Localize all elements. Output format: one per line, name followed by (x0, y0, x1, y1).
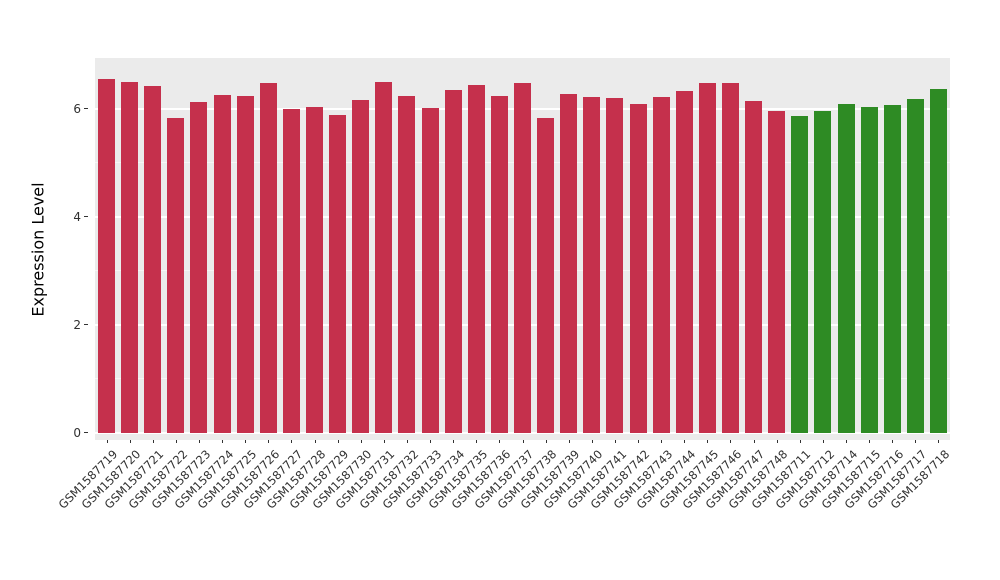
x-tick-mark (453, 440, 455, 443)
x-axis: GSM1587719 GSM1587720 GSM1587721 GSM1587722… (56, 440, 952, 580)
x-tick-mark (684, 440, 686, 443)
x-tick-mark (106, 440, 108, 443)
y-tick-label: 0 (73, 426, 81, 440)
bar (259, 82, 277, 433)
y-tick-label: 2 (73, 317, 81, 332)
bar (144, 86, 162, 433)
x-tick-mark (291, 440, 293, 443)
bar (791, 115, 809, 433)
x-tick-mark (383, 440, 385, 443)
y-tick-mark (84, 107, 88, 109)
x-tick-mark (799, 440, 801, 443)
bar (652, 96, 670, 433)
x-tick-mark (245, 440, 247, 443)
x-tick-mark (661, 440, 663, 443)
bar (745, 100, 763, 433)
x-tick-mark (430, 440, 432, 443)
bar (537, 117, 555, 433)
x-tick-mark (152, 440, 154, 443)
x-tick-mark (175, 440, 177, 443)
bar (421, 107, 439, 433)
bar (352, 99, 370, 433)
bar (860, 107, 878, 433)
bar (837, 104, 855, 433)
x-tick-mark (915, 440, 917, 443)
x-tick-mark (476, 440, 478, 443)
x-tick-mark (822, 440, 824, 443)
bar (906, 99, 924, 433)
bar (606, 97, 624, 433)
bar (398, 96, 416, 433)
x-tick-mark (776, 440, 778, 443)
y-tick-label: 4 (73, 209, 81, 224)
x-tick-mark (406, 440, 408, 443)
x-tick-mark (707, 440, 709, 443)
bar (213, 95, 231, 433)
x-tick-mark (568, 440, 570, 443)
x-tick-mark (846, 440, 847, 443)
bar (721, 82, 739, 433)
bar (98, 79, 116, 433)
bar (190, 101, 208, 433)
x-tick-mark (222, 440, 224, 443)
major-gridline (95, 432, 950, 434)
bar (329, 115, 347, 433)
bar (698, 83, 716, 433)
y-tick-mark (84, 215, 88, 217)
bar (375, 82, 393, 433)
x-tick-mark (938, 440, 940, 443)
x-tick-mark (268, 440, 270, 443)
x-tick-mark (730, 440, 732, 443)
bar (560, 93, 578, 433)
x-tick-mark (522, 440, 524, 443)
x-tick-mark (545, 440, 547, 443)
x-tick-mark (129, 440, 131, 443)
x-tick-mark (892, 440, 894, 443)
plot-panel (95, 58, 950, 440)
bar (814, 110, 832, 433)
bar (490, 96, 508, 433)
y-tick-mark (84, 323, 88, 325)
bar (444, 89, 462, 433)
x-tick-mark (314, 440, 316, 443)
bar (306, 107, 324, 433)
x-tick-mark (198, 440, 200, 443)
x-tick-mark (499, 440, 501, 443)
bar (583, 96, 601, 433)
x-tick-mark (337, 440, 339, 443)
x-tick-mark (753, 440, 755, 443)
bar (514, 82, 531, 433)
bar (282, 108, 300, 433)
bar (236, 96, 254, 433)
bar (167, 118, 185, 433)
bar (929, 88, 947, 433)
x-tick-mark (360, 440, 362, 443)
bar (883, 104, 901, 433)
bar (768, 111, 786, 433)
x-tick-mark (869, 440, 871, 443)
x-tick-mark (614, 440, 616, 443)
y-tick-mark (84, 432, 88, 433)
bar (629, 104, 647, 433)
y-axis: 0 2 4 6 (0, 58, 95, 440)
bar (467, 85, 485, 433)
y-tick-label: 6 (73, 101, 81, 116)
bar (121, 81, 139, 433)
y-axis-title: Expression Level (28, 182, 48, 317)
x-tick-mark (638, 440, 640, 443)
x-tick-mark (591, 440, 593, 443)
bar (675, 90, 693, 433)
